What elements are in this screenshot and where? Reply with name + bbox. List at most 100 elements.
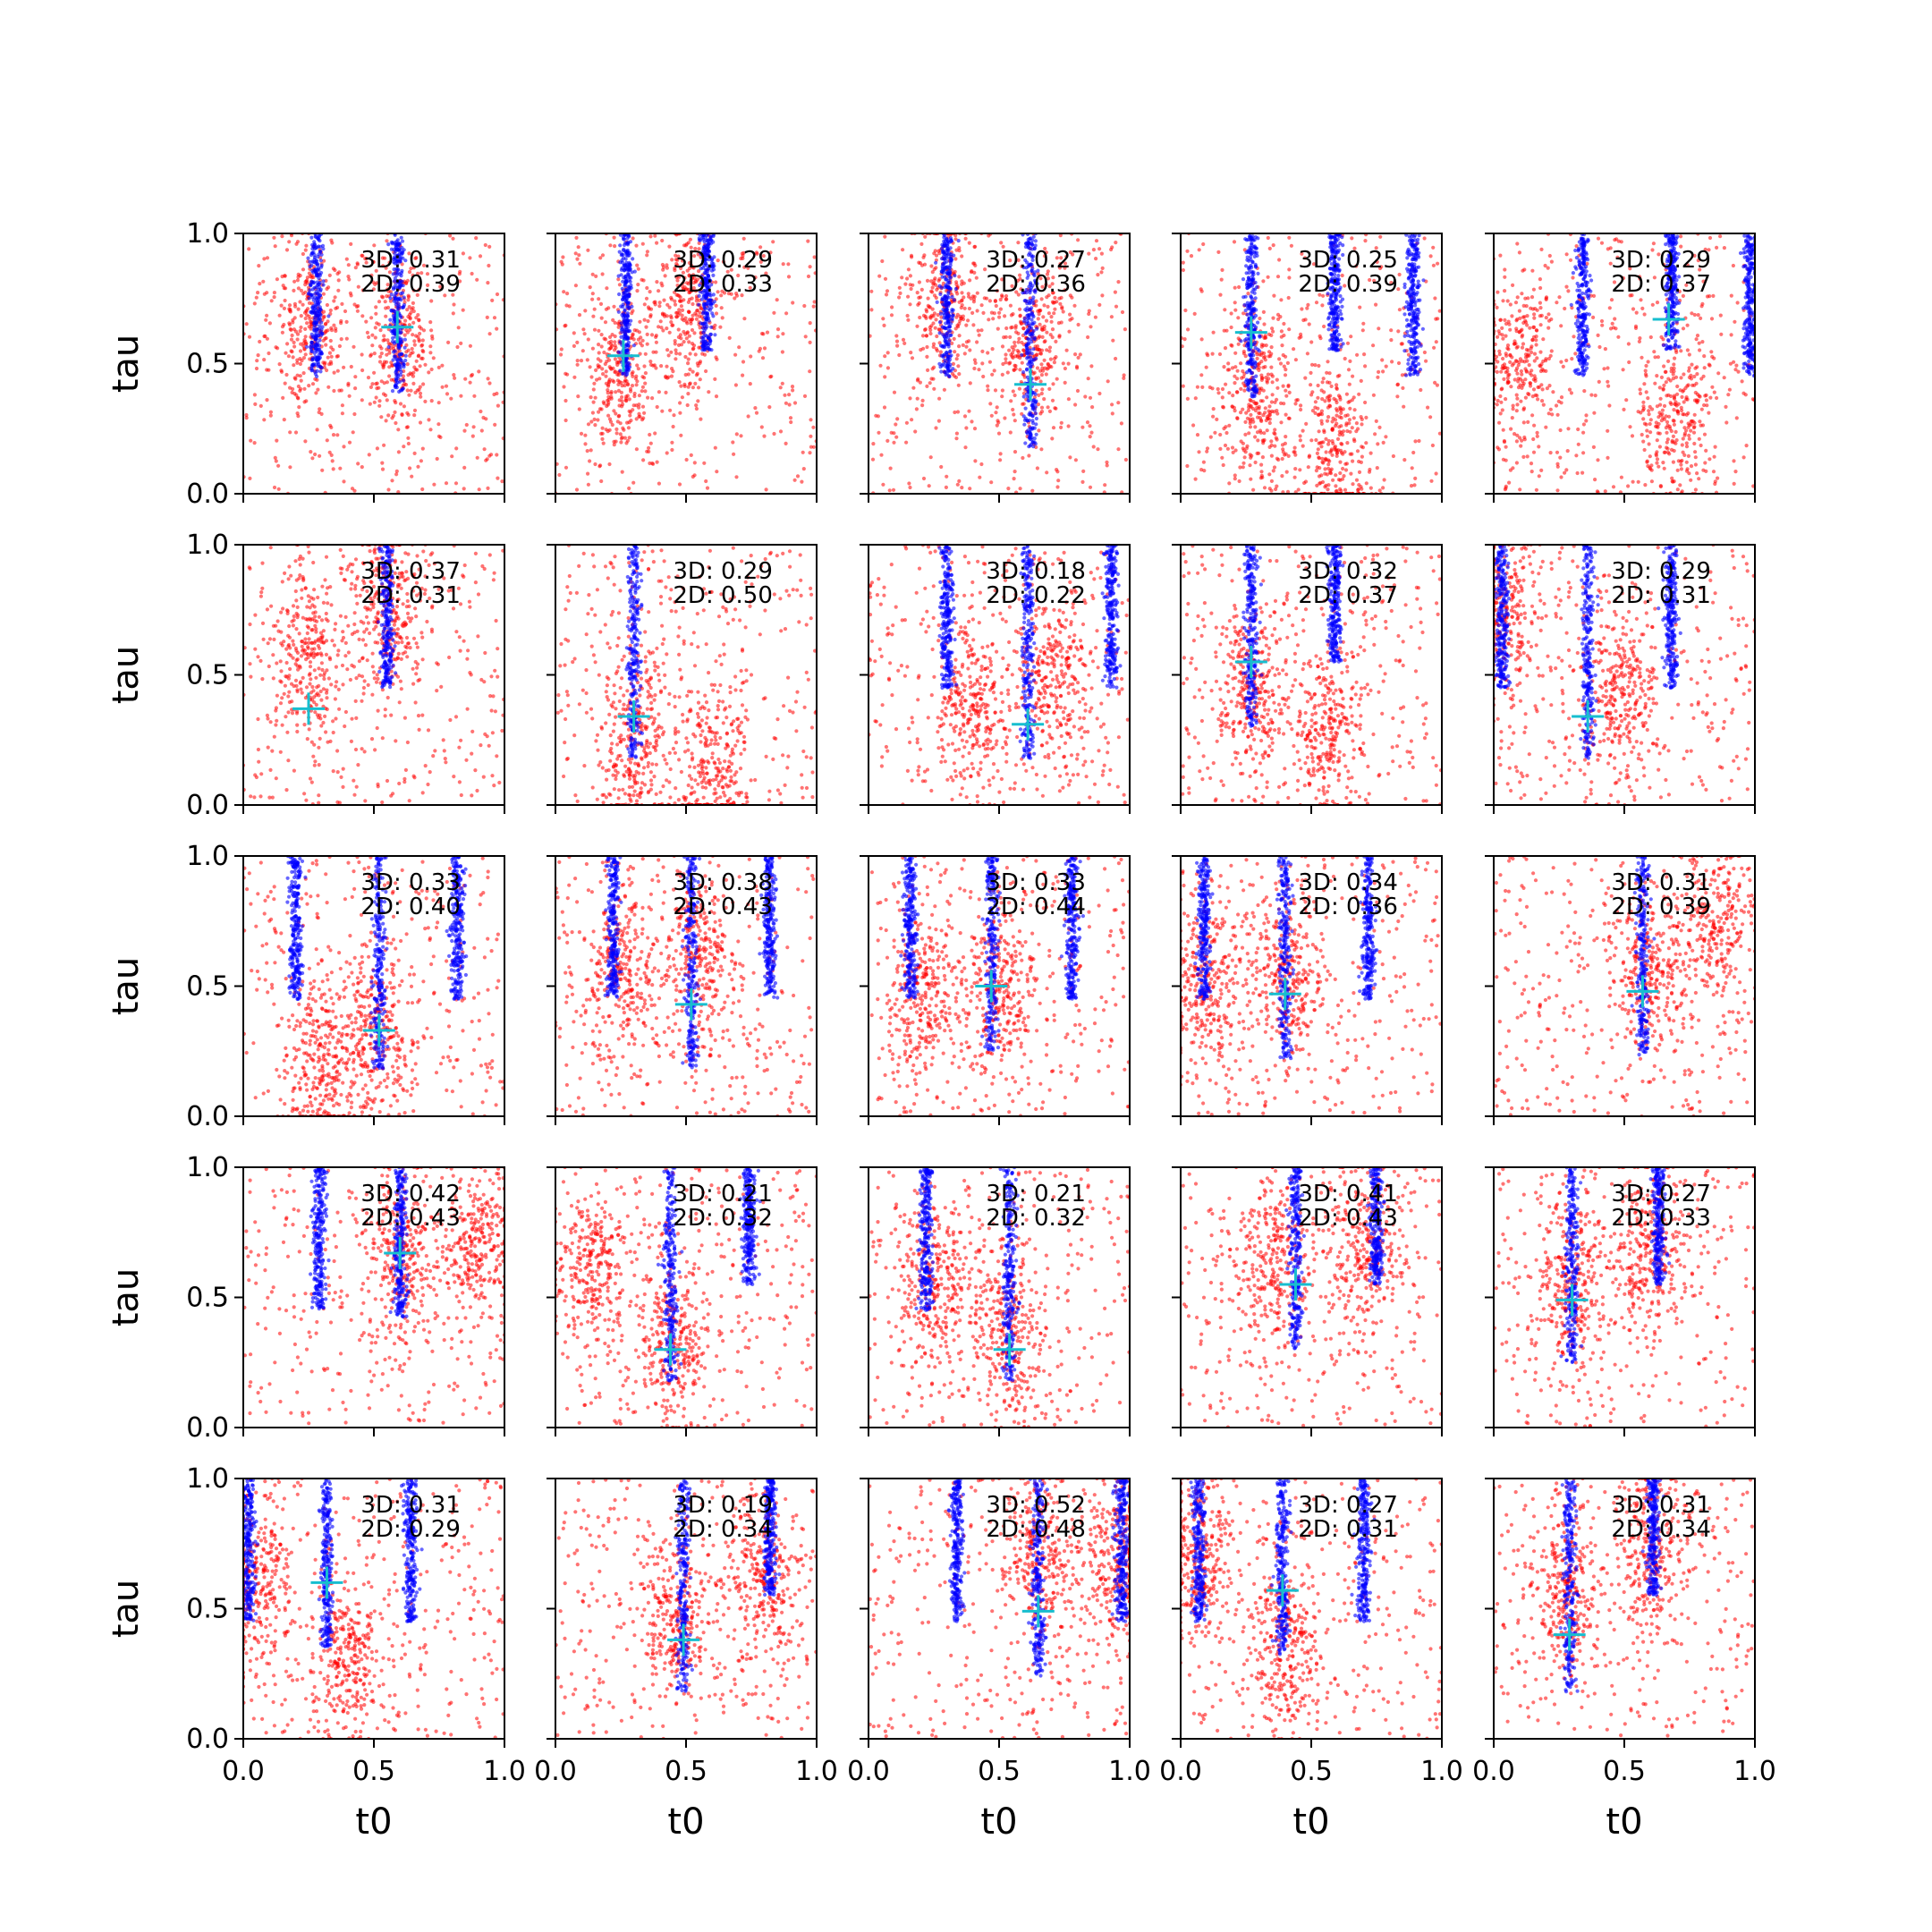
red-point — [1293, 453, 1298, 457]
red-point — [1000, 388, 1004, 393]
red-point — [326, 355, 330, 360]
red-point — [976, 328, 980, 333]
blue-point — [310, 295, 315, 300]
red-point — [673, 339, 677, 343]
blue-point — [309, 341, 314, 345]
blue-point — [1028, 412, 1032, 418]
red-point — [1181, 384, 1185, 388]
blue-point — [947, 275, 952, 279]
red-point — [994, 411, 998, 415]
red-point — [588, 365, 592, 369]
red-point — [602, 350, 606, 355]
red-point — [1223, 346, 1228, 351]
red-point — [599, 344, 604, 349]
red-point — [1359, 415, 1363, 419]
red-point — [1040, 387, 1045, 392]
blue-point — [937, 320, 943, 325]
red-point — [648, 234, 653, 239]
red-point — [1230, 404, 1234, 409]
red-point — [1274, 487, 1278, 492]
red-point — [1245, 444, 1250, 448]
red-point — [617, 413, 622, 418]
red-point — [880, 258, 885, 264]
red-point — [599, 333, 604, 337]
red-point — [409, 267, 413, 271]
red-point — [1302, 256, 1308, 260]
red-point — [557, 472, 562, 478]
red-point — [778, 386, 783, 390]
red-point — [1355, 449, 1360, 453]
red-point — [608, 335, 613, 339]
red-point — [1299, 407, 1303, 412]
red-point — [693, 352, 698, 357]
red-point — [377, 360, 383, 364]
blue-point — [394, 300, 399, 304]
red-point — [1217, 352, 1223, 357]
red-point — [1278, 315, 1283, 319]
blue-point — [1026, 245, 1030, 250]
blue-point — [708, 336, 712, 341]
red-point — [650, 396, 655, 401]
red-point — [1061, 309, 1065, 314]
red-point — [705, 486, 710, 490]
red-point — [1013, 354, 1018, 359]
blue-point — [318, 289, 323, 293]
red-point — [784, 401, 789, 405]
red-point — [1269, 400, 1274, 404]
red-point — [759, 425, 764, 429]
red-point — [1051, 426, 1056, 430]
blue-point — [1025, 275, 1030, 280]
red-point — [335, 305, 340, 309]
red-point — [684, 281, 690, 285]
blue-point — [627, 322, 632, 326]
red-point — [653, 431, 657, 436]
red-point — [1363, 364, 1368, 369]
red-point — [1044, 250, 1048, 255]
red-point — [1322, 390, 1326, 394]
red-point — [1377, 488, 1382, 493]
red-point — [894, 339, 900, 343]
red-point — [648, 290, 652, 294]
red-point — [1018, 307, 1022, 311]
red-point — [1005, 370, 1010, 375]
blue-point — [1027, 418, 1031, 423]
red-point — [960, 291, 964, 295]
red-point — [374, 311, 378, 316]
red-point — [997, 315, 1002, 319]
red-point — [722, 291, 727, 295]
red-point — [792, 478, 797, 482]
red-point — [325, 302, 329, 308]
red-point — [1351, 374, 1355, 378]
red-point — [414, 256, 419, 260]
blue-point — [620, 325, 624, 329]
red-point — [330, 241, 335, 245]
red-point — [1038, 369, 1043, 373]
red-point — [1232, 240, 1237, 244]
red-point — [1359, 378, 1363, 383]
red-point — [295, 358, 300, 362]
red-point — [929, 264, 934, 268]
red-point — [405, 278, 410, 283]
red-point — [869, 308, 874, 312]
red-point — [1036, 402, 1040, 407]
red-point — [334, 328, 338, 334]
red-point — [894, 334, 899, 338]
red-point — [1021, 326, 1026, 331]
red-point — [1248, 425, 1253, 429]
red-point — [1009, 399, 1013, 403]
blue-point — [310, 287, 315, 292]
red-point — [1413, 439, 1418, 444]
red-point — [305, 278, 309, 283]
red-point — [636, 337, 641, 342]
red-point — [1316, 406, 1320, 411]
blue-point — [315, 343, 319, 348]
blue-point — [312, 351, 317, 355]
red-point — [347, 394, 352, 398]
red-point — [449, 396, 453, 401]
red-point — [633, 377, 639, 381]
red-point — [604, 337, 608, 342]
red-point — [800, 479, 804, 484]
red-point — [301, 341, 306, 345]
red-point — [1046, 304, 1050, 309]
red-point — [1241, 465, 1245, 470]
